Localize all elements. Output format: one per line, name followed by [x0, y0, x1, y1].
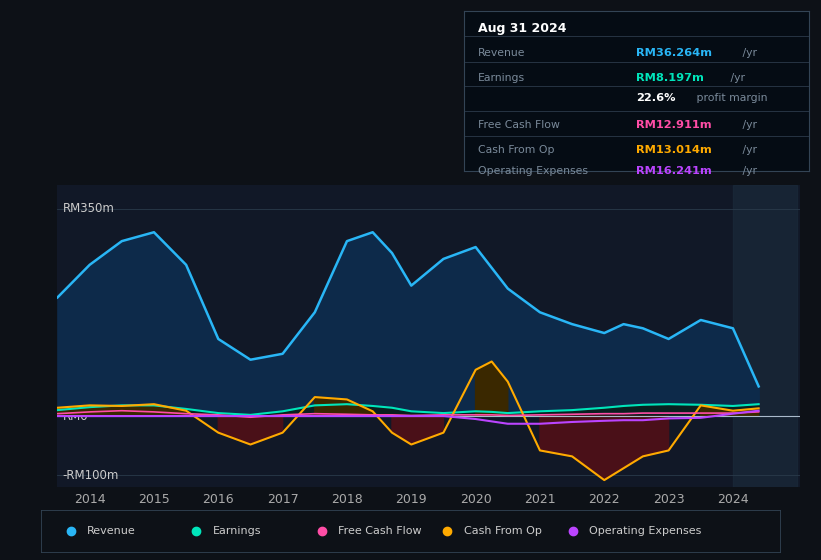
Text: Cash From Op: Cash From Op: [464, 526, 542, 535]
Text: 22.6%: 22.6%: [636, 92, 676, 102]
Text: RM8.197m: RM8.197m: [636, 73, 704, 83]
Text: Revenue: Revenue: [87, 526, 135, 535]
Text: /yr: /yr: [739, 166, 757, 176]
Text: /yr: /yr: [739, 120, 757, 130]
Text: RM12.911m: RM12.911m: [636, 120, 712, 130]
Text: Aug 31 2024: Aug 31 2024: [478, 22, 566, 35]
Text: RM350m: RM350m: [62, 202, 114, 215]
Text: Earnings: Earnings: [213, 526, 261, 535]
Text: /yr: /yr: [727, 73, 745, 83]
Text: Earnings: Earnings: [478, 73, 525, 83]
Text: profit margin: profit margin: [693, 92, 768, 102]
Text: RM36.264m: RM36.264m: [636, 48, 713, 58]
Text: Cash From Op: Cash From Op: [478, 145, 554, 155]
Text: /yr: /yr: [739, 145, 757, 155]
Text: Operating Expenses: Operating Expenses: [478, 166, 588, 176]
Text: Revenue: Revenue: [478, 48, 525, 58]
Text: -RM100m: -RM100m: [62, 469, 119, 482]
Bar: [733, 185, 797, 487]
Text: Free Cash Flow: Free Cash Flow: [478, 120, 560, 130]
Text: /yr: /yr: [739, 48, 757, 58]
Text: RM13.014m: RM13.014m: [636, 145, 712, 155]
Text: RM16.241m: RM16.241m: [636, 166, 712, 176]
Text: RM0: RM0: [62, 409, 88, 423]
Text: Free Cash Flow: Free Cash Flow: [338, 526, 422, 535]
Text: Operating Expenses: Operating Expenses: [589, 526, 702, 535]
